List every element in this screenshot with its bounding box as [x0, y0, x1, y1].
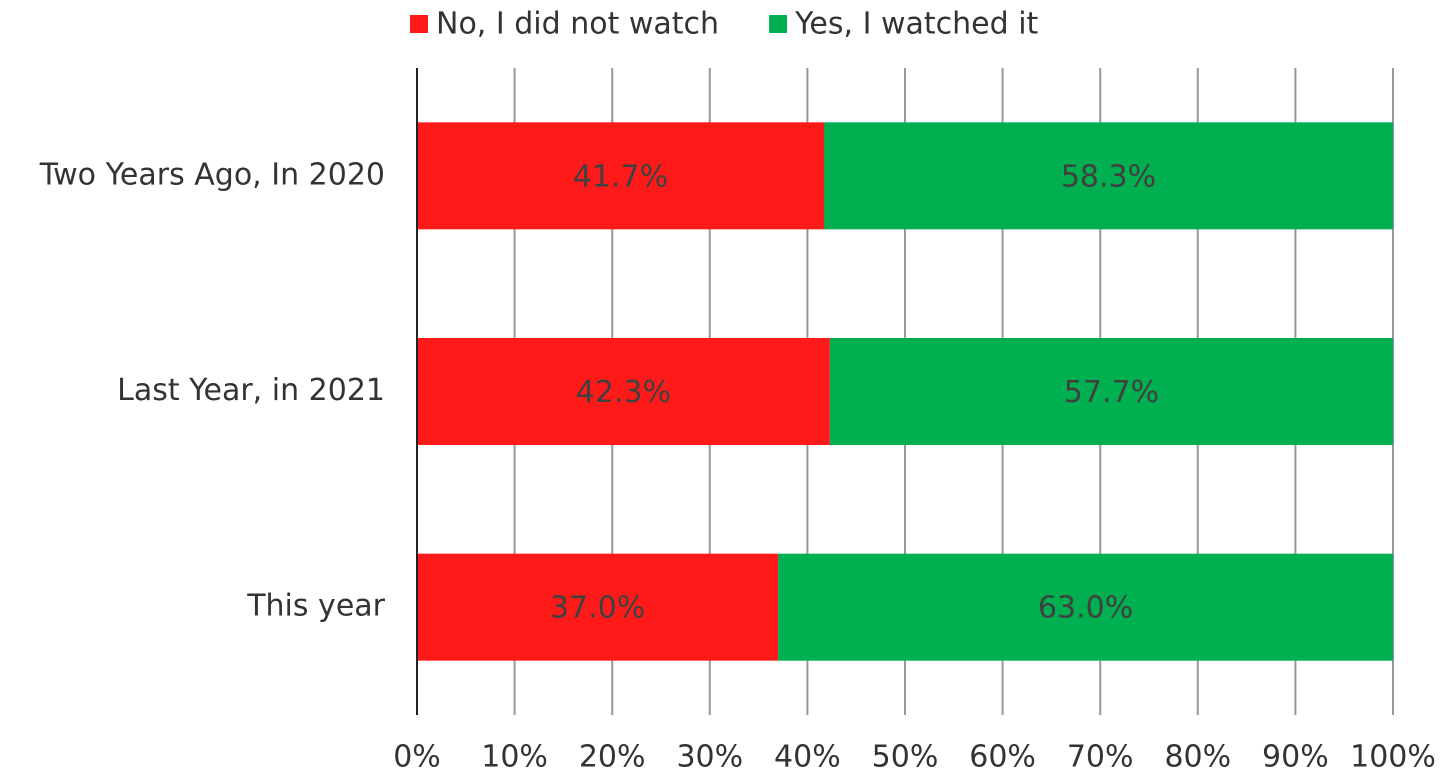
x-tick-label: 50%	[872, 740, 939, 775]
legend-swatch	[769, 15, 788, 33]
legend-swatch	[410, 15, 428, 33]
data-label: 63.0%	[1038, 591, 1133, 626]
bar-segment	[829, 338, 1393, 445]
labels: 0% 10% 20% 30% 40% 50% 60% 70% 80% 90% 100% Two Yea…	[39, 7, 1436, 775]
bars	[417, 122, 1393, 661]
x-tick-label: 20%	[579, 740, 646, 775]
x-tick-label: 90%	[1262, 740, 1329, 775]
x-tick-label: 80%	[1164, 740, 1231, 775]
data-label: 41.7%	[573, 159, 668, 194]
bar-segment	[417, 122, 824, 230]
bar-segment	[417, 338, 830, 445]
bar-segment	[823, 122, 1393, 230]
x-tick-label: 100%	[1350, 740, 1436, 775]
x-tick-label: 0%	[393, 740, 441, 775]
bar-segment	[778, 553, 1393, 661]
data-label: 57.7%	[1064, 375, 1159, 410]
data-label: 37.0%	[550, 591, 645, 626]
y-tick-label: Last Year, in 2021	[117, 373, 385, 408]
legend-label: Yes, I watched it	[794, 7, 1038, 42]
x-tick-label: 60%	[969, 740, 1036, 775]
data-label: 58.3%	[1061, 159, 1156, 194]
x-tick-label: 70%	[1067, 740, 1134, 775]
legend-label: No, I did not watch	[436, 7, 719, 42]
data-label: 42.3%	[576, 375, 671, 410]
y-tick-label: This year	[246, 589, 385, 624]
x-tick-label: 30%	[676, 740, 743, 775]
x-tick-label: 40%	[774, 740, 841, 775]
y-tick-label: Two Years Ago, In 2020	[39, 157, 385, 192]
x-tick-label: 10%	[481, 740, 548, 775]
bar-segment	[417, 553, 779, 661]
